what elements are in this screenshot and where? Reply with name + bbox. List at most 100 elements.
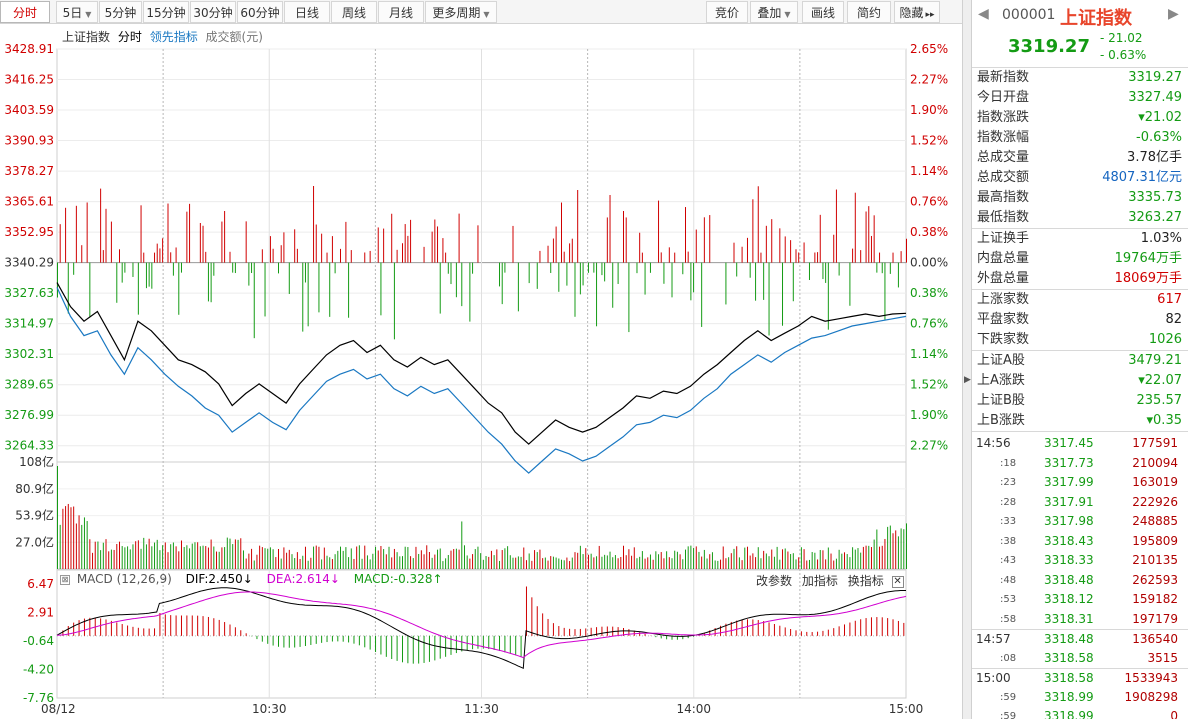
pct-tick-label: 2.65% — [910, 42, 948, 56]
lead-indicator-line — [56, 287, 907, 474]
stat-value: 18069万手 — [1114, 271, 1182, 286]
tick-volume: 159182 — [1132, 592, 1178, 606]
tick-row: :23 3317.99 163019 — [972, 473, 1188, 493]
stat-row: 平盘家数 82 — [972, 310, 1188, 330]
chevron-down-icon: ▼ — [784, 10, 791, 19]
tab-weekly[interactable]: 周线 — [331, 1, 377, 23]
tick-price: 3318.33 — [1044, 553, 1094, 567]
tick-row: :59 3318.99 0 — [972, 707, 1188, 719]
macd-dif-line — [56, 587, 906, 670]
tick-row: :28 3317.91 222926 — [972, 493, 1188, 513]
close-icon[interactable]: ✕ — [891, 575, 904, 588]
tab-15min[interactable]: 15分钟 — [143, 1, 189, 23]
panel-splitter[interactable]: ▶ — [962, 0, 972, 719]
stat-value: 3263.27 — [1128, 210, 1182, 225]
stat-label: 内盘总量 — [977, 251, 1030, 266]
settings-icon[interactable]: ⊠ — [60, 574, 70, 585]
stats-section: 上证A股 3479.21 上A涨跌 ▾22.07 上证B股 235.57 上B涨跌 ▾0.35 — [972, 351, 1188, 432]
change-params-button[interactable]: 改参数 — [756, 574, 793, 588]
tick-row: :48 3318.48 262593 — [972, 571, 1188, 591]
tab-5min[interactable]: 5分钟 — [99, 1, 142, 23]
stat-value: ▾21.02 — [1138, 110, 1182, 125]
tick-volume: 210135 — [1132, 553, 1178, 567]
stat-label: 最低指数 — [977, 210, 1030, 225]
tick-volume: 222926 — [1132, 494, 1178, 509]
volume-tick-label: 27.0亿 — [15, 534, 54, 549]
stat-label: 上A涨跌 — [977, 373, 1025, 388]
macd-value: MACD:-0.328↑ — [353, 572, 443, 586]
tick-price: 3318.99 — [1044, 689, 1094, 704]
pct-tick-label: 1.52% — [910, 378, 948, 392]
tick-volume: 210094 — [1132, 455, 1178, 470]
double-arrow-right-icon: ▸▸ — [925, 10, 935, 20]
intraday-chart[interactable]: 3428.91 2.65% 3416.25 2.27% 3403.59 1.90% 3390… — [0, 24, 962, 719]
draw-line-button[interactable]: 画线 — [802, 1, 844, 23]
tick-time: :59 — [1000, 691, 1017, 703]
tab-intraday[interactable]: 分时 — [0, 1, 50, 23]
stat-label: 上涨家数 — [977, 292, 1030, 307]
tick-time: 15:00 — [976, 671, 1011, 685]
overlay-button[interactable]: 叠加 ▼ — [750, 1, 798, 23]
prev-stock-icon[interactable]: ◀ — [978, 6, 989, 22]
macd-tick-label: -4.20 — [23, 662, 54, 676]
tab-daily[interactable]: 日线 — [284, 1, 330, 23]
macd-dea: DEA:2.614↓ — [266, 572, 340, 586]
tab-more-periods[interactable]: 更多周期 ▼ — [425, 1, 497, 23]
pct-tick-label: 1.14% — [910, 347, 948, 361]
tick-list[interactable]: 14:56 3317.45 177591:18 3317.73 210094:23 331… — [972, 432, 1188, 719]
legend-mode: 分时 — [117, 30, 142, 44]
tab-30min[interactable]: 30分钟 — [190, 1, 236, 23]
tick-time: :58 — [1000, 613, 1017, 625]
pct-tick-label: 0.76% — [910, 195, 948, 209]
tick-row: :53 3318.12 159182 — [972, 590, 1188, 610]
pct-tick-label: 0.38% — [910, 225, 948, 239]
next-stock-icon[interactable]: ▶ — [1168, 6, 1179, 22]
switch-indicator-button[interactable]: 换指标 — [847, 574, 884, 588]
stat-value: 3479.21 — [1128, 353, 1182, 368]
add-indicator-button[interactable]: 加指标 — [801, 574, 838, 588]
stats-section: 上证换手 1.03% 内盘总量 19764万手 外盘总量 18069万手 — [972, 229, 1188, 290]
stat-label: 上B涨跌 — [977, 413, 1025, 428]
stat-value: 3.78亿手 — [1127, 150, 1182, 165]
price-tick-label: 3390.93 — [4, 134, 54, 148]
auction-button[interactable]: 竞价 — [706, 1, 748, 23]
stat-value: -0.63% — [1136, 130, 1182, 145]
macd-dea-line — [56, 591, 907, 659]
collapse-arrow-icon[interactable]: ▶ — [964, 375, 971, 385]
chevron-down-icon: ▼ — [483, 10, 490, 19]
tab-5day[interactable]: 5日 ▼ — [56, 1, 98, 23]
stock-code: 000001 — [1002, 7, 1056, 23]
legend-index-name: 上证指数 — [62, 30, 111, 44]
stock-name: 上证指数 — [1060, 8, 1132, 29]
volume-tick-label: 53.9亿 — [15, 508, 54, 523]
price-tick-label: 3340.29 — [4, 256, 54, 270]
tick-price: 3318.48 — [1044, 632, 1094, 646]
stat-value: ▾22.07 — [1138, 373, 1182, 388]
price-tick-label: 3327.63 — [4, 286, 54, 300]
tick-row: :58 3318.31 197179 — [972, 610, 1188, 630]
tick-row: :18 3317.73 210094 — [972, 454, 1188, 474]
simple-button[interactable]: 简约 — [847, 1, 891, 23]
stat-label: 上证换手 — [977, 231, 1030, 246]
stat-row: 上证B股 235.57 — [972, 391, 1188, 411]
tick-price: 3317.45 — [1044, 436, 1094, 450]
hide-button[interactable]: 隐藏 ▸▸ — [894, 1, 940, 23]
tick-time: :33 — [1000, 516, 1017, 527]
pct-tick-label: 0.38% — [910, 286, 948, 300]
chart-legend: 上证指数 分时 领先指标 成交额(元) — [62, 28, 263, 45]
last-price: 3319.27 — [1008, 36, 1090, 57]
legend-lead-indicator[interactable]: 领先指标 — [149, 30, 198, 44]
price-tick-label: 3378.27 — [4, 164, 54, 178]
tick-volume: 163019 — [1132, 475, 1178, 489]
tick-price: 3318.31 — [1044, 611, 1094, 626]
tick-row: :59 3318.99 1908298 — [972, 688, 1188, 708]
stat-label: 最新指数 — [977, 70, 1030, 85]
tick-price: 3317.73 — [1044, 455, 1094, 470]
tick-volume: 195809 — [1132, 533, 1178, 548]
quote-panel: ◀ 000001 上证指数 ▶ 3319.27 - 21.02 - 0.63% … — [972, 0, 1188, 719]
tab-60min[interactable]: 60分钟 — [237, 1, 283, 23]
price-tick-label: 3302.31 — [4, 347, 54, 361]
tab-monthly[interactable]: 月线 — [378, 1, 424, 23]
volume-tick-label: 80.9亿 — [15, 481, 54, 496]
tick-time: :38 — [1000, 535, 1017, 547]
